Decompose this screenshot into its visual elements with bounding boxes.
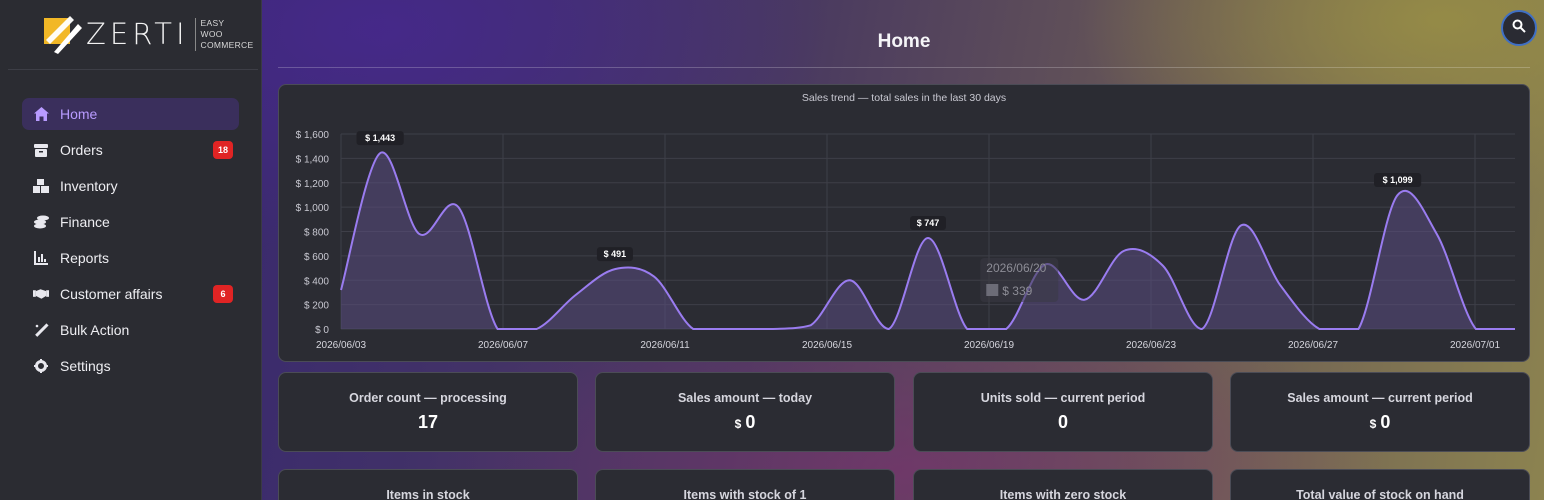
y-tick-label: $ 200 — [304, 301, 329, 312]
x-tick-label: 2026/06/15 — [802, 340, 852, 351]
stat-card-value: $0 — [1231, 412, 1529, 433]
sidebar: ZERTI EASY WOO COMMERCE Home Orders 18 I… — [0, 0, 262, 500]
sidebar-item-orders[interactable]: Orders 18 — [22, 134, 239, 166]
data-label: $ 1,443 — [365, 133, 395, 143]
x-tick-label: 2026/06/23 — [1126, 340, 1176, 351]
gear-icon — [33, 358, 49, 374]
sidebar-item-label: Home — [60, 106, 98, 122]
x-tick-label: 2026/06/27 — [1288, 340, 1338, 351]
stat-card: Order count — processing 17 — [278, 372, 578, 452]
boxes-icon — [33, 178, 49, 194]
sidebar-nav: Home Orders 18 Inventory Finance Repor — [22, 98, 239, 386]
sidebar-item-label: Inventory — [60, 178, 118, 194]
tooltip-swatch — [986, 284, 999, 296]
stat-number: 0 — [745, 412, 756, 432]
stat-card-label: Items with zero stock — [999, 488, 1127, 500]
data-label: $ 491 — [604, 249, 627, 259]
customer-affairs-badge: 6 — [213, 285, 233, 303]
chart-title: Sales trend — total sales in the last 30… — [801, 92, 1007, 104]
data-label-bg — [356, 131, 404, 146]
stat-number: 17 — [417, 412, 439, 432]
sidebar-item-settings[interactable]: Settings — [22, 350, 239, 382]
search-button[interactable] — [1501, 10, 1537, 46]
logo-mark-icon — [40, 14, 82, 54]
sidebar-item-finance[interactable]: Finance — [22, 206, 239, 238]
sidebar-divider — [8, 69, 258, 70]
stat-card-value: $0 — [596, 412, 894, 433]
stat-card-label: Units sold — current period — [980, 391, 1146, 405]
stat-card: Units sold — current period 0 — [913, 372, 1213, 452]
data-label: $ 1,099 — [1383, 175, 1413, 185]
stat-card-label: Items in stock — [386, 488, 470, 500]
sidebar-item-label: Customer affairs — [60, 286, 163, 302]
y-tick-label: $ 1,200 — [296, 179, 330, 190]
box-icon — [33, 142, 49, 158]
x-tick-label: 2026/06/11 — [640, 340, 690, 351]
sidebar-item-reports[interactable]: Reports — [22, 242, 239, 274]
data-label: $ 747 — [917, 218, 940, 228]
stat-card-label: Order count — processing — [349, 391, 507, 405]
y-tick-label: $ 1,000 — [296, 203, 330, 214]
tooltip-date: 2026/06/20 — [986, 261, 1046, 275]
data-label-bg — [1374, 173, 1422, 188]
sidebar-item-label: Bulk Action — [60, 322, 130, 338]
sidebar-item-inventory[interactable]: Inventory — [22, 170, 239, 202]
stat-card-label: Sales amount — current period — [1287, 391, 1473, 405]
handshake-icon — [33, 286, 49, 302]
x-tick-label: 2026/07/01 — [1450, 340, 1500, 351]
area-fill — [341, 152, 1515, 329]
stat-number: 0 — [1380, 412, 1391, 432]
stat-card: Items in stock — [278, 469, 578, 500]
orders-count-badge: 18 — [213, 141, 233, 159]
stat-card-value: 0 — [914, 412, 1212, 433]
sidebar-item-label: Settings — [60, 358, 111, 374]
stat-card: Sales amount — today $0 — [595, 372, 895, 452]
stat-card: Items with zero stock — [913, 469, 1213, 500]
sidebar-item-home[interactable]: Home — [22, 98, 239, 130]
sidebar-item-label: Orders — [60, 142, 103, 158]
search-icon — [1512, 19, 1526, 38]
stat-card: Sales amount — current period $0 — [1230, 372, 1530, 452]
main-content: Home Sales trend — total sales in the la… — [262, 0, 1544, 500]
stat-number: 0 — [1057, 412, 1068, 432]
x-tick-label: 2026/06/07 — [478, 340, 528, 351]
y-tick-label: $ 600 — [304, 252, 329, 263]
stat-card-label: Sales amount — today — [677, 391, 813, 405]
sidebar-item-customer-affairs[interactable]: Customer affairs 6 — [22, 278, 239, 310]
y-tick-label: $ 0 — [315, 325, 329, 336]
magic-wand-icon — [33, 322, 49, 338]
page-title: Home — [877, 31, 931, 52]
y-tick-label: $ 800 — [304, 228, 329, 239]
brand-tagline: EASY WOO COMMERCE — [194, 17, 254, 51]
brand-name: ZERTI — [86, 17, 189, 51]
sidebar-item-label: Reports — [60, 250, 110, 266]
x-tick-label: 2026/06/19 — [964, 340, 1014, 351]
y-tick-label: $ 1,600 — [296, 130, 330, 141]
data-label-bg — [910, 215, 946, 230]
y-tick-label: $ 1,400 — [296, 154, 330, 165]
currency-symbol: $ — [734, 417, 742, 431]
sidebar-item-bulk-action[interactable]: Bulk Action — [22, 314, 239, 346]
home-icon — [33, 106, 49, 122]
stat-card-value: 17 — [279, 412, 577, 433]
sidebar-item-label: Finance — [60, 214, 110, 230]
coins-icon — [33, 214, 49, 230]
header-divider — [278, 67, 1530, 68]
y-tick-label: $ 400 — [304, 276, 329, 287]
x-tick-label: 2026/06/03 — [316, 340, 366, 351]
series-line — [340, 151, 1515, 331]
brand-logo[interactable]: ZERTI EASY WOO COMMERCE — [40, 12, 253, 56]
chart-plot[interactable]: $ 0 $ 200 $ 400 $ 600 $ 800 $ 1,000 $ 1,200 $ 1… — [279, 85, 1531, 363]
tooltip-box — [980, 258, 1059, 302]
stat-card-label: Items with stock of 1 — [683, 488, 807, 500]
tooltip-value: $ 339 — [1002, 284, 1032, 298]
sales-trend-chart: Sales trend — total sales in the last 30… — [278, 84, 1530, 362]
stat-card: Items with stock of 1 — [595, 469, 895, 500]
stat-card: Total value of stock on hand — [1230, 469, 1530, 500]
chart-icon — [33, 250, 49, 266]
currency-symbol: $ — [1369, 417, 1377, 431]
data-label-bg — [596, 247, 633, 262]
stat-card-label: Total value of stock on hand — [1296, 488, 1464, 500]
